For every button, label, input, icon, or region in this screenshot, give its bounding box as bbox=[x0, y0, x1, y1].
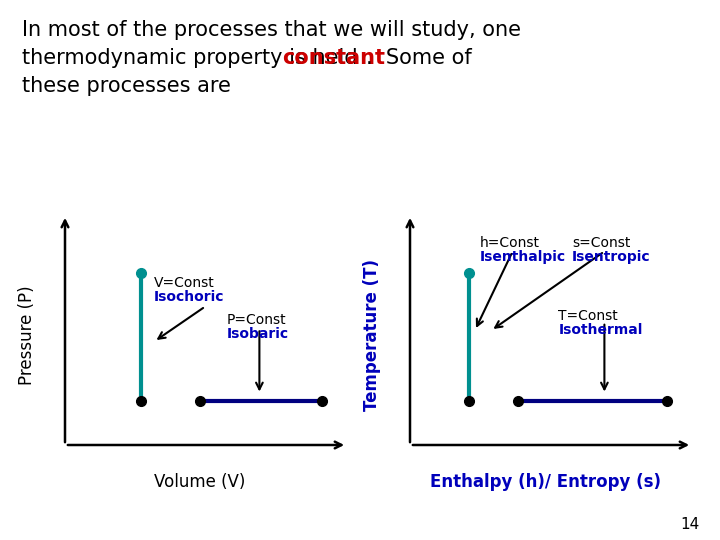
Text: these processes are: these processes are bbox=[22, 76, 231, 96]
Text: Pressure (P): Pressure (P) bbox=[18, 285, 36, 385]
Text: .  Some of: . Some of bbox=[366, 48, 472, 68]
Text: h=Const: h=Const bbox=[480, 236, 540, 250]
Text: Enthalpy (h)/ Entropy (s): Enthalpy (h)/ Entropy (s) bbox=[430, 473, 660, 491]
Text: Isentropic: Isentropic bbox=[572, 250, 651, 264]
Text: T=Const: T=Const bbox=[559, 308, 618, 322]
Text: thermodynamic property is held: thermodynamic property is held bbox=[22, 48, 364, 68]
Text: 14: 14 bbox=[680, 517, 700, 532]
Text: Temperature (T): Temperature (T) bbox=[363, 259, 381, 411]
Text: V=Const: V=Const bbox=[154, 275, 215, 289]
Text: In most of the processes that we will study, one: In most of the processes that we will st… bbox=[22, 20, 521, 40]
Text: s=Const: s=Const bbox=[572, 236, 631, 250]
Text: Volume (V): Volume (V) bbox=[154, 473, 246, 491]
Text: Isobaric: Isobaric bbox=[227, 327, 289, 341]
Text: Isothermal: Isothermal bbox=[559, 322, 643, 336]
Text: P=Const: P=Const bbox=[227, 313, 287, 327]
Text: Isenthalpic: Isenthalpic bbox=[480, 250, 567, 264]
Text: constant: constant bbox=[282, 48, 385, 68]
Text: Isochoric: Isochoric bbox=[154, 289, 225, 303]
